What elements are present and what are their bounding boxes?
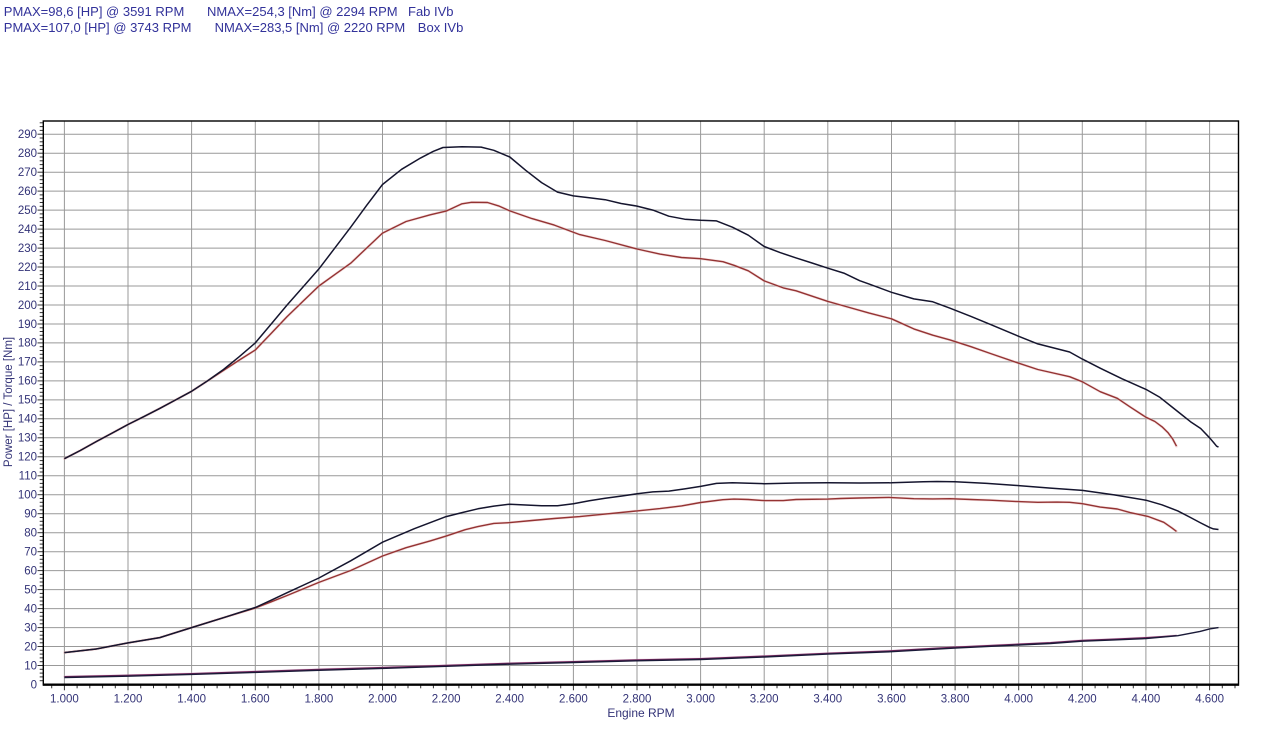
svg-text:3.600: 3.600 xyxy=(877,694,906,706)
svg-text:1.800: 1.800 xyxy=(305,694,334,706)
svg-text:Engine RPM: Engine RPM xyxy=(607,706,674,720)
svg-text:260: 260 xyxy=(18,186,37,198)
svg-text:220: 220 xyxy=(18,262,37,274)
svg-text:130: 130 xyxy=(18,433,37,445)
svg-text:70: 70 xyxy=(24,547,37,559)
svg-text:160: 160 xyxy=(18,376,37,388)
svg-text:190: 190 xyxy=(18,319,37,331)
svg-text:4.000: 4.000 xyxy=(1004,694,1033,706)
svg-text:140: 140 xyxy=(18,414,37,426)
svg-text:210: 210 xyxy=(18,281,37,293)
svg-text:50: 50 xyxy=(24,584,37,596)
svg-text:4.600: 4.600 xyxy=(1195,694,1224,706)
svg-text:280: 280 xyxy=(18,148,37,160)
svg-text:Power [HP] / Torque [Nm]: Power [HP] / Torque [Nm] xyxy=(3,337,15,467)
svg-text:80: 80 xyxy=(24,528,37,540)
svg-text:2.600: 2.600 xyxy=(559,694,588,706)
svg-text:100: 100 xyxy=(18,490,37,502)
svg-text:4.200: 4.200 xyxy=(1068,694,1097,706)
svg-text:120: 120 xyxy=(18,452,37,464)
svg-text:3.200: 3.200 xyxy=(750,694,779,706)
svg-text:2.000: 2.000 xyxy=(368,694,397,706)
svg-text:2.200: 2.200 xyxy=(432,694,461,706)
svg-text:90: 90 xyxy=(24,509,37,521)
svg-text:1.000: 1.000 xyxy=(50,694,79,706)
svg-text:1.200: 1.200 xyxy=(114,694,143,706)
svg-text:1.400: 1.400 xyxy=(177,694,206,706)
svg-text:40: 40 xyxy=(24,603,37,615)
svg-text:240: 240 xyxy=(18,224,37,236)
svg-text:150: 150 xyxy=(18,395,37,407)
svg-text:3.000: 3.000 xyxy=(686,694,715,706)
svg-text:60: 60 xyxy=(24,565,37,577)
svg-text:2.400: 2.400 xyxy=(495,694,524,706)
svg-text:3.800: 3.800 xyxy=(941,694,970,706)
svg-text:170: 170 xyxy=(18,357,37,369)
svg-text:250: 250 xyxy=(18,205,37,217)
svg-text:110: 110 xyxy=(19,471,37,483)
svg-text:4.400: 4.400 xyxy=(1132,694,1161,706)
svg-text:10: 10 xyxy=(24,660,37,672)
svg-text:270: 270 xyxy=(18,167,37,179)
svg-text:3.400: 3.400 xyxy=(813,694,842,706)
svg-text:230: 230 xyxy=(18,243,37,255)
svg-text:0: 0 xyxy=(31,679,37,691)
svg-text:2.800: 2.800 xyxy=(623,694,652,706)
svg-text:30: 30 xyxy=(24,622,37,634)
svg-text:290: 290 xyxy=(18,129,37,141)
svg-text:180: 180 xyxy=(18,338,37,350)
svg-text:20: 20 xyxy=(24,641,37,653)
svg-text:1.600: 1.600 xyxy=(241,694,270,706)
svg-text:200: 200 xyxy=(18,300,37,312)
